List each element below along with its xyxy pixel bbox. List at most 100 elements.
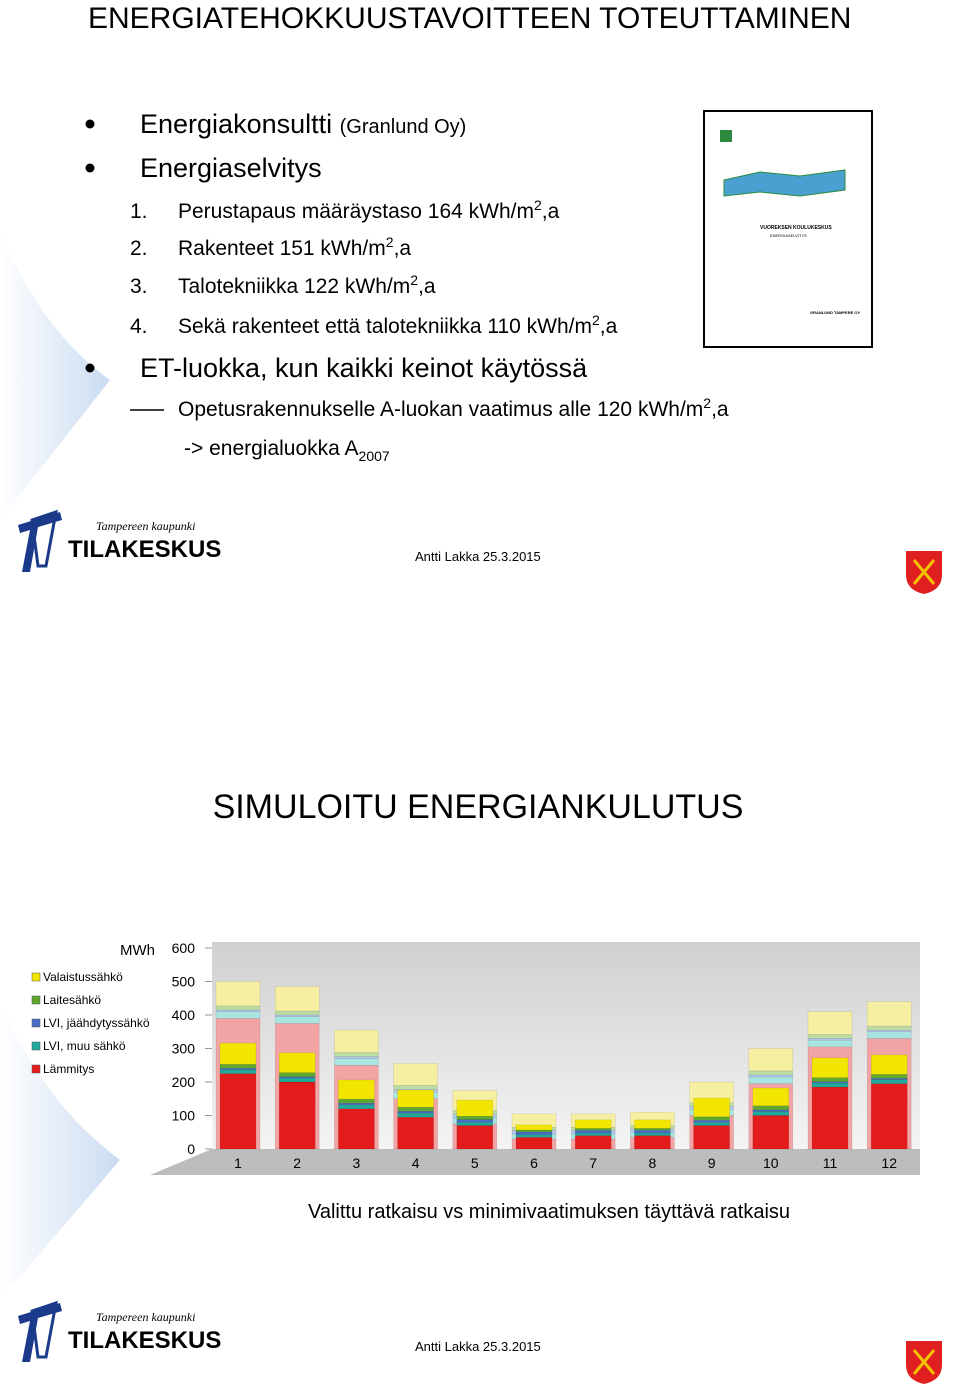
x-tick-label: 2 [293,1155,301,1171]
legend-label: Laitesähkö [43,993,101,1007]
bar-segment [397,1112,434,1118]
item-text: Opetusrakennukselle A-luokan vaatimus al… [178,395,729,421]
item-text: Rakenteet 151 kWh/m2,a [178,234,411,260]
y-tick-label: 500 [172,974,196,990]
bar-segment [634,1127,671,1131]
bar-segment [219,1063,257,1069]
x-tick-label: 8 [649,1155,657,1171]
bullet [85,163,95,173]
x-tick-label: 12 [881,1155,897,1171]
y-axis-label: MWh [120,942,155,959]
item-tail: ,a [711,398,729,421]
item-main: Talotekniikka 122 kWh/m [178,275,410,298]
bar-segment [752,1105,790,1111]
bar-segment [574,1127,612,1131]
bullet [85,363,95,373]
minimum-bar-segment [274,1010,320,1016]
x-tick-label: 3 [353,1155,361,1171]
y-tick-label: 200 [172,1074,196,1090]
logo: Tampereen kaupunki TILAKESKUS [18,1300,221,1362]
y-tick-label: 300 [172,1041,196,1057]
minimum-bar-segment [274,1016,320,1024]
bar-segment [338,1108,375,1150]
bar-segment [456,1099,494,1117]
minimum-bar-segment [274,986,320,1012]
bar-segment [634,1132,671,1136]
legend-swatch [31,1018,41,1028]
minimum-bar-segment [215,981,261,1007]
minimum-bar-segment [748,1070,794,1076]
item-marker: 2. [130,237,148,260]
item-marker: 1. [130,200,148,223]
bar-segment [752,1111,790,1116]
item-text: Energiakonsultti (Granlund Oy) [140,109,466,139]
y-tick-label: 400 [172,1007,196,1023]
x-tick-label: 9 [708,1155,716,1171]
minimum-bar-segment [215,1005,261,1011]
chart-caption: Valittu ratkaisu vs minimivaatimuksen tä… [308,1201,790,1223]
bar-segment [693,1121,730,1126]
item-main: -> energialuokka A [184,437,359,460]
minimum-bar-segment [866,1025,912,1031]
x-tick-label: 11 [823,1155,838,1171]
bar-segment [456,1119,494,1123]
minimum-bar-segment [334,1056,379,1059]
plot-background [212,942,920,1149]
superscript: 2 [410,272,418,288]
bar-segment [693,1116,730,1121]
bar-segment [338,1104,375,1110]
bar-segment [752,1109,790,1112]
bar-segment [397,1089,434,1108]
legend-label: Valaistussähkö [43,970,123,984]
superscript: 2 [703,395,711,411]
bar-segment [456,1115,494,1120]
x-tick-label: 1 [234,1155,242,1171]
y-tick-label: 0 [187,1141,195,1157]
legend-swatch [31,995,41,1005]
legend-swatch [31,972,41,982]
superscript: 2 [534,197,542,213]
item-marker: 4. [130,315,148,338]
item-text: Energiaselvitys [140,153,322,183]
bar-segment [219,1069,257,1074]
minimum-bar-segment [215,1009,261,1012]
minimum-bar-segment [807,1039,853,1048]
bar-segment [515,1124,553,1131]
legend-label: LVI, jäähdytyssähkö [43,1016,150,1030]
minimum-bar-segment [215,1011,261,1019]
legend-swatch [31,1041,41,1051]
minimum-bar-segment [748,1076,794,1084]
logo-city: Tampereen kaupunki [96,519,195,533]
coat-of-arms-detail [912,1349,936,1375]
legend-swatch [31,1064,41,1074]
x-tick-label: 4 [412,1155,420,1171]
bar-segment [338,1098,375,1104]
bar-segment [397,1116,434,1150]
bar-segment [870,1054,908,1075]
minimum-bar-segment [807,1034,853,1039]
report-subtitle: ENERGIASELVITYS [770,233,807,238]
minimum-bar-segment [748,1048,794,1072]
minimum-bar-segment [274,1014,320,1017]
x-tick-label: 7 [589,1155,597,1171]
item-tail: ,a [418,275,436,298]
bar-segment [338,1102,375,1106]
bar-segment [752,1087,790,1107]
slide-title: ENERGIATEHOKKUUSTAVOITTEEN TOTEUTTAMINEN [88,2,851,35]
item-text: Perustapaus määräystaso 164 kWh/m2,a [178,197,560,223]
footer: Antti Lakka 25.3.2015 [415,1339,541,1354]
minimum-bar-segment [807,1011,853,1035]
item-main: Energiakonsultti [140,109,340,139]
bar-segment [574,1129,612,1134]
minimum-bar-segment [866,1001,912,1027]
bar-segment [752,1115,790,1150]
item-note: (Granlund Oy) [340,116,467,138]
minimum-bar-segment [334,1058,379,1066]
bar-segment [811,1082,849,1088]
logo-city: Tampereen kaupunki [96,1310,195,1324]
minimum-bar-segment [334,1029,379,1053]
item-marker: 3. [130,275,148,298]
slide-title: SIMULOITU ENERGIANKULUTUS [213,788,744,826]
bar-segment [693,1119,730,1123]
